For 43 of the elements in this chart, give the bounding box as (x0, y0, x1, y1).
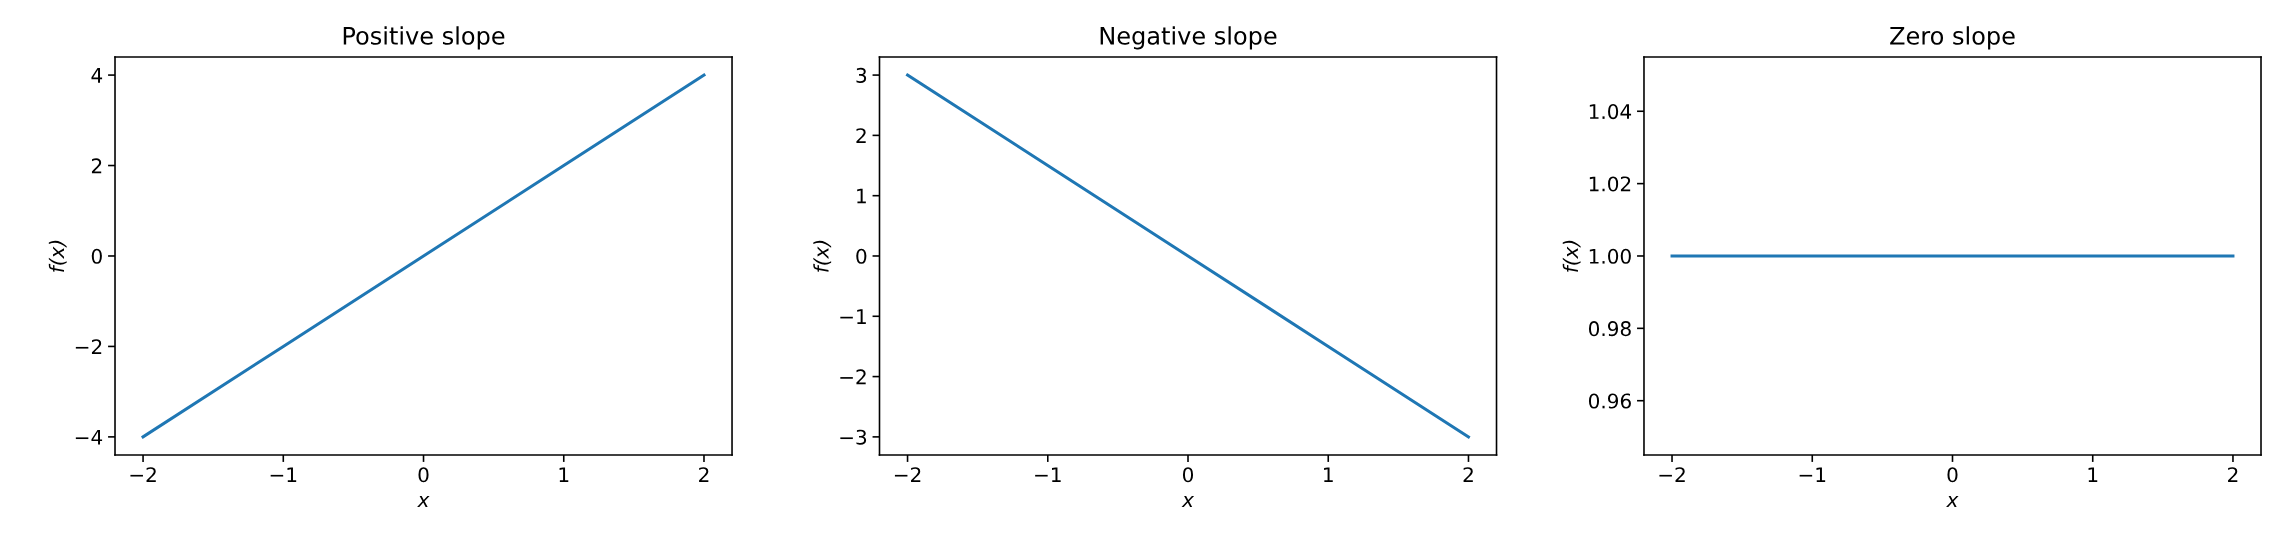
x-tick-label: 2 (699, 467, 709, 482)
x-tick-label: 2 (2228, 467, 2238, 482)
y-tick-label: 0.96 (1588, 393, 1631, 409)
y-tick-label: 1.04 (1589, 104, 1632, 120)
x-tick-label: −2 (1659, 467, 1685, 482)
y-tick-label: 1 (857, 188, 866, 204)
chart-title: Zero slope (1890, 26, 2015, 50)
y-tick-label: 0.98 (1588, 321, 1631, 337)
x-tick-label: −2 (894, 467, 921, 482)
line-series (906, 73, 1470, 439)
x-tick-label: 2 (1463, 467, 1473, 482)
x-tick-label: 0 (418, 467, 429, 483)
y-tick-label: 0 (856, 248, 867, 264)
x-axis-title: x (1181, 495, 1195, 507)
x-tick-label: 0 (1182, 467, 1194, 483)
y-axis-title: f(x) (48, 240, 67, 272)
y-tick-label: −2 (840, 369, 866, 385)
y-tick-label: 1.00 (1589, 248, 1631, 264)
x-tick-label: 0 (1947, 467, 1958, 483)
y-tick-label: 2 (91, 158, 102, 174)
x-tick-label: −1 (1035, 467, 1061, 482)
y-axis-title: f(x) (813, 240, 832, 272)
y-tick-label: −4 (75, 429, 103, 445)
y-tick-label: 3 (856, 67, 867, 83)
y-tick-label: 4 (91, 68, 103, 83)
x-tick-label: 1 (1324, 467, 1333, 482)
y-axis-title: f(x) (1562, 240, 1581, 272)
y-tick-label: 2 (856, 128, 866, 143)
y-tick-label: −3 (840, 429, 867, 445)
y-tick-label: −1 (840, 309, 866, 324)
x-axis-title: x (417, 495, 430, 507)
chart-title: Negative slope (1100, 26, 1277, 50)
line-series (141, 73, 706, 439)
x-tick-label: 1 (2088, 467, 2098, 482)
chart-title: Positive slope (343, 26, 505, 50)
y-tick-label: 1.02 (1589, 176, 1631, 192)
y-tick-label: −2 (75, 339, 102, 355)
x-tick-label: −1 (1799, 467, 1826, 482)
y-tick-label: 0 (91, 248, 102, 264)
x-tick-label: 1 (559, 467, 569, 482)
x-tick-label: −1 (270, 467, 297, 482)
x-axis-title: x (1946, 495, 1959, 507)
x-tick-label: −2 (130, 467, 156, 482)
